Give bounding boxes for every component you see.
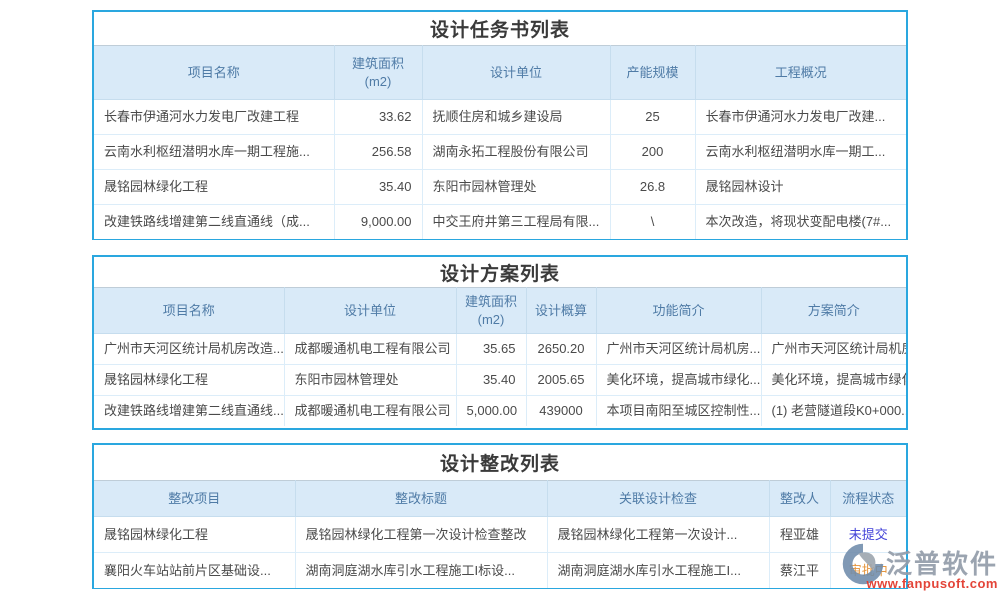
column-header-rectification-project: 整改项目 <box>94 480 296 517</box>
rectification-title-link[interactable]: 晟铭园林绿化工程第一次设计检查整改 <box>294 516 548 553</box>
building-area-cell: 35.65 <box>455 333 527 365</box>
rectifier-link[interactable]: 蔡江平 <box>768 552 831 588</box>
design-rectification-table: 整改项目 整改标题 关联设计检查 整改人 流程状态 晟铭园林绿化工程 晟铭园林绿… <box>94 480 906 588</box>
project-overview-cell: 长春市伊通河水力发电厂改建... <box>694 99 906 135</box>
building-area-cell: 35.40 <box>455 364 527 396</box>
column-header-rectification-title: 整改标题 <box>294 480 548 517</box>
function-brief-cell: 本项目南阳至城区控制性... <box>595 395 762 426</box>
building-area-cell: 35.40 <box>333 169 423 205</box>
project-overview-cell: 晟铭园林设计 <box>694 169 906 205</box>
design-unit-cell: 湖南永拓工程股份有限公司 <box>421 134 611 170</box>
column-header-project-name: 项目名称 <box>94 45 335 100</box>
capacity-cell: \ <box>609 204 696 239</box>
related-inspection-cell: 晟铭园林绿化工程第一次设计... <box>546 516 770 553</box>
design-unit-cell: 成都暖通机电工程有限公司 <box>283 333 457 365</box>
design-unit-cell: 东阳市园林管理处 <box>283 364 457 396</box>
related-inspection-cell: 湖南洞庭湖水库引水工程施工I... <box>546 552 770 588</box>
header-row: 项目名称 设计单位 建筑面积 (m2) 设计概算 功能简介 方案简介 <box>94 287 906 334</box>
table-row: 改建铁路线增建第二线直通线（成... 9,000.00 中交王府井第三工程局有限… <box>94 204 906 239</box>
capacity-cell: 26.8 <box>609 169 696 205</box>
plan-brief-cell: (1) 老营隧道段K0+000... <box>760 395 906 426</box>
flow-status-cell: 未提交 <box>829 516 906 553</box>
column-header-building-area: 建筑面积 (m2) <box>333 45 423 100</box>
design-rectification-list-card: 设计整改列表 整改项目 整改标题 关联设计检查 整改人 流程状态 晟铭园林绿化工… <box>92 443 908 589</box>
column-header-project-name: 项目名称 <box>94 287 285 334</box>
function-brief-cell: 美化环境，提高城市绿化... <box>595 364 762 396</box>
design-unit-cell: 成都暖通机电工程有限公司 <box>283 395 457 426</box>
column-header-building-area: 建筑面积 (m2) <box>455 287 527 334</box>
building-area-cell: 256.58 <box>333 134 423 170</box>
project-overview-cell: 云南水利枢纽潜明水库一期工... <box>694 134 906 170</box>
project-name-link[interactable]: 云南水利枢纽潜明水库一期工程施... <box>94 134 335 170</box>
rectification-project-link[interactable]: 晟铭园林绿化工程 <box>94 516 296 553</box>
table-row: 云南水利枢纽潜明水库一期工程施... 256.58 湖南永拓工程股份有限公司 2… <box>94 134 906 170</box>
column-header-rectifier: 整改人 <box>768 480 831 517</box>
design-plan-list-card: 设计方案列表 项目名称 设计单位 建筑面积 (m2) 设计概算 功能简介 方案简… <box>92 255 908 430</box>
rectification-title-link[interactable]: 湖南洞庭湖水库引水工程施工I标设... <box>294 552 548 588</box>
table-row: 长春市伊通河水力发电厂改建工程 33.62 抚顺住房和城乡建设局 25 长春市伊… <box>94 99 906 135</box>
design-plan-list-title: 设计方案列表 <box>439 263 560 285</box>
column-header-design-unit: 设计单位 <box>421 45 611 100</box>
table-row: 改建铁路线增建第二线直通线... 成都暖通机电工程有限公司 5,000.00 4… <box>94 395 906 426</box>
table-row: 晟铭园林绿化工程 晟铭园林绿化工程第一次设计检查整改 晟铭园林绿化工程第一次设计… <box>94 516 906 553</box>
function-brief-cell: 广州市天河区统计局机房... <box>595 333 762 365</box>
design-estimate-cell: 439000 <box>525 395 597 426</box>
column-header-design-estimate: 设计概算 <box>525 287 597 334</box>
capacity-cell: 25 <box>609 99 696 135</box>
design-task-table: 项目名称 建筑面积 (m2) 设计单位 产能规模 工程概况 长春市伊通河水力发电… <box>94 45 906 239</box>
plan-brief-cell: 广州市天河区统计局机房... <box>760 333 906 365</box>
design-unit-cell: 东阳市园林管理处 <box>421 169 611 205</box>
header-row: 整改项目 整改标题 关联设计检查 整改人 流程状态 <box>94 480 906 517</box>
column-header-function-brief: 功能简介 <box>595 287 762 334</box>
building-area-cell: 9,000.00 <box>333 204 423 239</box>
table-row: 襄阳火车站站前片区基础设... 湖南洞庭湖水库引水工程施工I标设... 湖南洞庭… <box>94 552 906 588</box>
project-name-link[interactable]: 长春市伊通河水力发电厂改建工程 <box>94 99 335 135</box>
header-row: 项目名称 建筑面积 (m2) 设计单位 产能规模 工程概况 <box>94 45 906 100</box>
column-header-capacity: 产能规模 <box>609 45 696 100</box>
design-rectification-list-title: 设计整改列表 <box>439 454 560 475</box>
design-plan-table: 项目名称 设计单位 建筑面积 (m2) 设计概算 功能简介 方案简介 广州市天河… <box>94 287 906 426</box>
plan-brief-cell: 美化环境，提高城市绿化... <box>760 364 906 396</box>
table-row: 晟铭园林绿化工程 35.40 东阳市园林管理处 26.8 晟铭园林设计 <box>94 169 906 205</box>
project-name-link[interactable]: 广州市天河区统计局机房改造... <box>94 333 285 365</box>
capacity-cell: 200 <box>609 134 696 170</box>
design-task-list-title: 设计任务书列表 <box>429 20 570 41</box>
project-name-link[interactable]: 改建铁路线增建第二线直通线... <box>94 395 285 426</box>
building-area-cell: 5,000.00 <box>455 395 527 426</box>
design-unit-cell: 抚顺住房和城乡建设局 <box>421 99 611 135</box>
project-overview-cell: 本次改造，将现状变配电楼(7#... <box>694 204 906 239</box>
table-row: 广州市天河区统计局机房改造... 成都暖通机电工程有限公司 35.65 2650… <box>94 333 906 365</box>
column-header-related-inspection: 关联设计检查 <box>546 480 770 517</box>
column-header-project-overview: 工程概况 <box>694 45 906 100</box>
column-header-design-unit: 设计单位 <box>283 287 457 334</box>
design-estimate-cell: 2650.20 <box>525 333 597 365</box>
design-estimate-cell: 2005.65 <box>525 364 597 396</box>
rectifier-link[interactable]: 程亚雄 <box>768 516 831 553</box>
building-area-cell: 33.62 <box>333 99 423 135</box>
design-task-list-card: 设计任务书列表 项目名称 建筑面积 (m2) 设计单位 产能规模 工程概况 长春… <box>92 10 908 240</box>
project-name-link[interactable]: 晟铭园林绿化工程 <box>94 169 335 205</box>
column-header-plan-brief: 方案简介 <box>760 287 906 334</box>
rectification-project-link[interactable]: 襄阳火车站站前片区基础设... <box>94 552 296 588</box>
design-unit-cell: 中交王府井第三工程局有限... <box>421 204 611 239</box>
project-name-link[interactable]: 改建铁路线增建第二线直通线（成... <box>94 204 335 239</box>
column-header-flow-status: 流程状态 <box>829 480 906 517</box>
project-name-link[interactable]: 晟铭园林绿化工程 <box>94 364 285 396</box>
flow-status-cell: 审批中 <box>829 552 906 588</box>
table-row: 晟铭园林绿化工程 东阳市园林管理处 35.40 2005.65 美化环境，提高城… <box>94 364 906 396</box>
